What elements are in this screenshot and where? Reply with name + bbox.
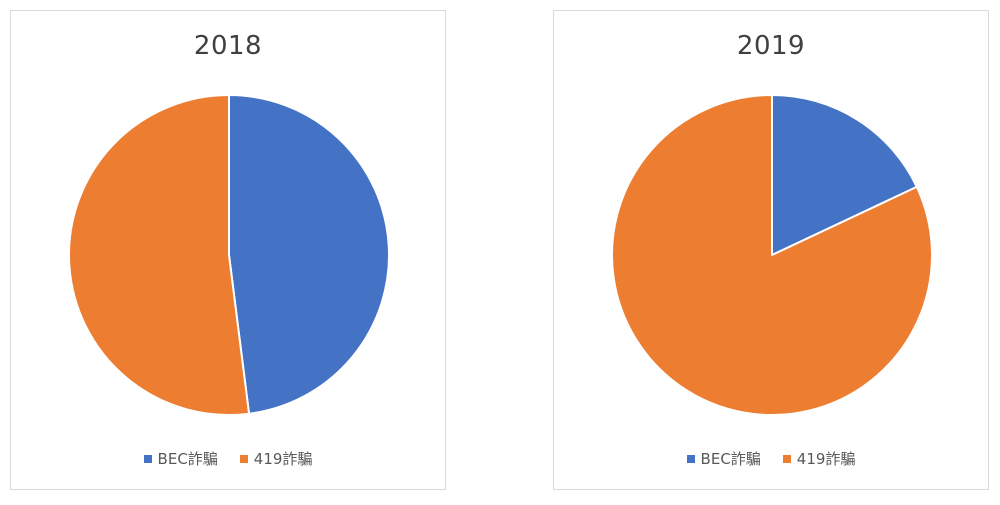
legend-swatch-bec bbox=[143, 454, 152, 463]
pie-slice-419 bbox=[68, 94, 251, 416]
legend-label-419: 419詐騙 bbox=[796, 450, 856, 468]
legend-label-bec: BEC詐騙 bbox=[700, 450, 761, 468]
chart-title: 2019 bbox=[736, 31, 806, 61]
legend-swatch-bec bbox=[686, 454, 695, 463]
legend-item-419: 419詐騙 bbox=[239, 448, 313, 469]
pie-slice-bec bbox=[771, 94, 918, 256]
legend-swatch-419 bbox=[782, 454, 791, 463]
legend-item-bec: BEC詐騙 bbox=[143, 448, 218, 469]
legend-label-419: 419詐騙 bbox=[253, 450, 313, 468]
pie-chart bbox=[68, 94, 391, 416]
chart-panel-2018: 2018 BEC詐騙 419詐騙 bbox=[10, 10, 446, 490]
legend-label-bec: BEC詐騙 bbox=[157, 450, 218, 468]
legend: BEC詐騙 419詐騙 bbox=[11, 448, 445, 469]
pie-chart bbox=[610, 94, 933, 416]
legend-swatch-419 bbox=[239, 454, 248, 463]
chart-title: 2018 bbox=[193, 31, 263, 61]
legend-item-bec: BEC詐騙 bbox=[686, 448, 761, 469]
legend-item-419: 419詐騙 bbox=[782, 448, 856, 469]
pie-slice-419 bbox=[610, 94, 933, 416]
chart-panel-2019: 2019 BEC詐騙 419詐騙 bbox=[553, 10, 989, 490]
legend: BEC詐騙 419詐騙 bbox=[554, 448, 988, 469]
pie-slice-bec bbox=[228, 94, 391, 415]
